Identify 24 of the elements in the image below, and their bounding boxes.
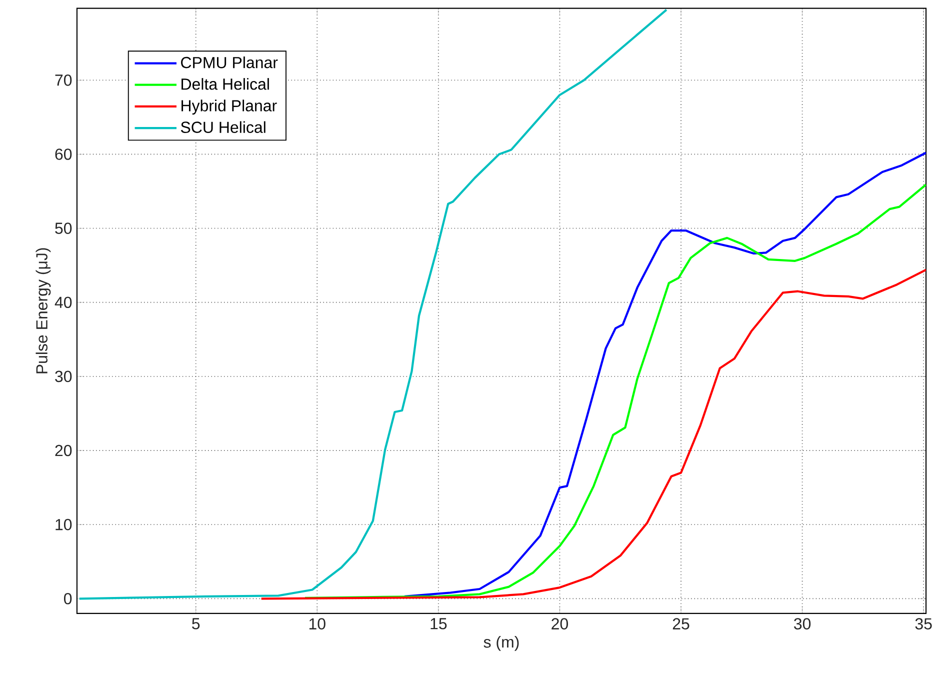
x-tick-label: 35 bbox=[915, 618, 932, 630]
y-tick-label: 50 bbox=[55, 222, 72, 234]
legend-label: Delta Helical bbox=[182, 78, 269, 90]
y-tick-label: 0 bbox=[64, 592, 72, 604]
y-tick-label: 70 bbox=[55, 74, 72, 86]
x-axis-title: s (m) bbox=[484, 636, 519, 651]
y-tick-label: 40 bbox=[54, 296, 72, 308]
y-tick-label: 10 bbox=[56, 518, 72, 530]
x-tick-label: 25 bbox=[672, 618, 690, 630]
x-tick-label: 30 bbox=[794, 618, 811, 630]
x-tick-label: 20 bbox=[552, 618, 568, 630]
x-tick-label: 10 bbox=[309, 618, 326, 630]
y-tick-label: 20 bbox=[55, 444, 72, 456]
legend-label: Hybrid Planar bbox=[182, 99, 277, 114]
line-series bbox=[78, 8, 668, 600]
x-tick-label: 15 bbox=[430, 618, 447, 630]
line-series bbox=[260, 268, 926, 600]
legend-label: CPMU Planar bbox=[181, 56, 278, 68]
y-tick-label: 60 bbox=[55, 148, 72, 160]
x-tick-label: 5 bbox=[192, 618, 200, 630]
line-series bbox=[403, 151, 926, 598]
y-axis-title: Pulse Energy (μJ) bbox=[36, 248, 51, 374]
y-tick-label: 30 bbox=[55, 370, 72, 382]
legend-label: SCU Helical bbox=[180, 121, 266, 133]
